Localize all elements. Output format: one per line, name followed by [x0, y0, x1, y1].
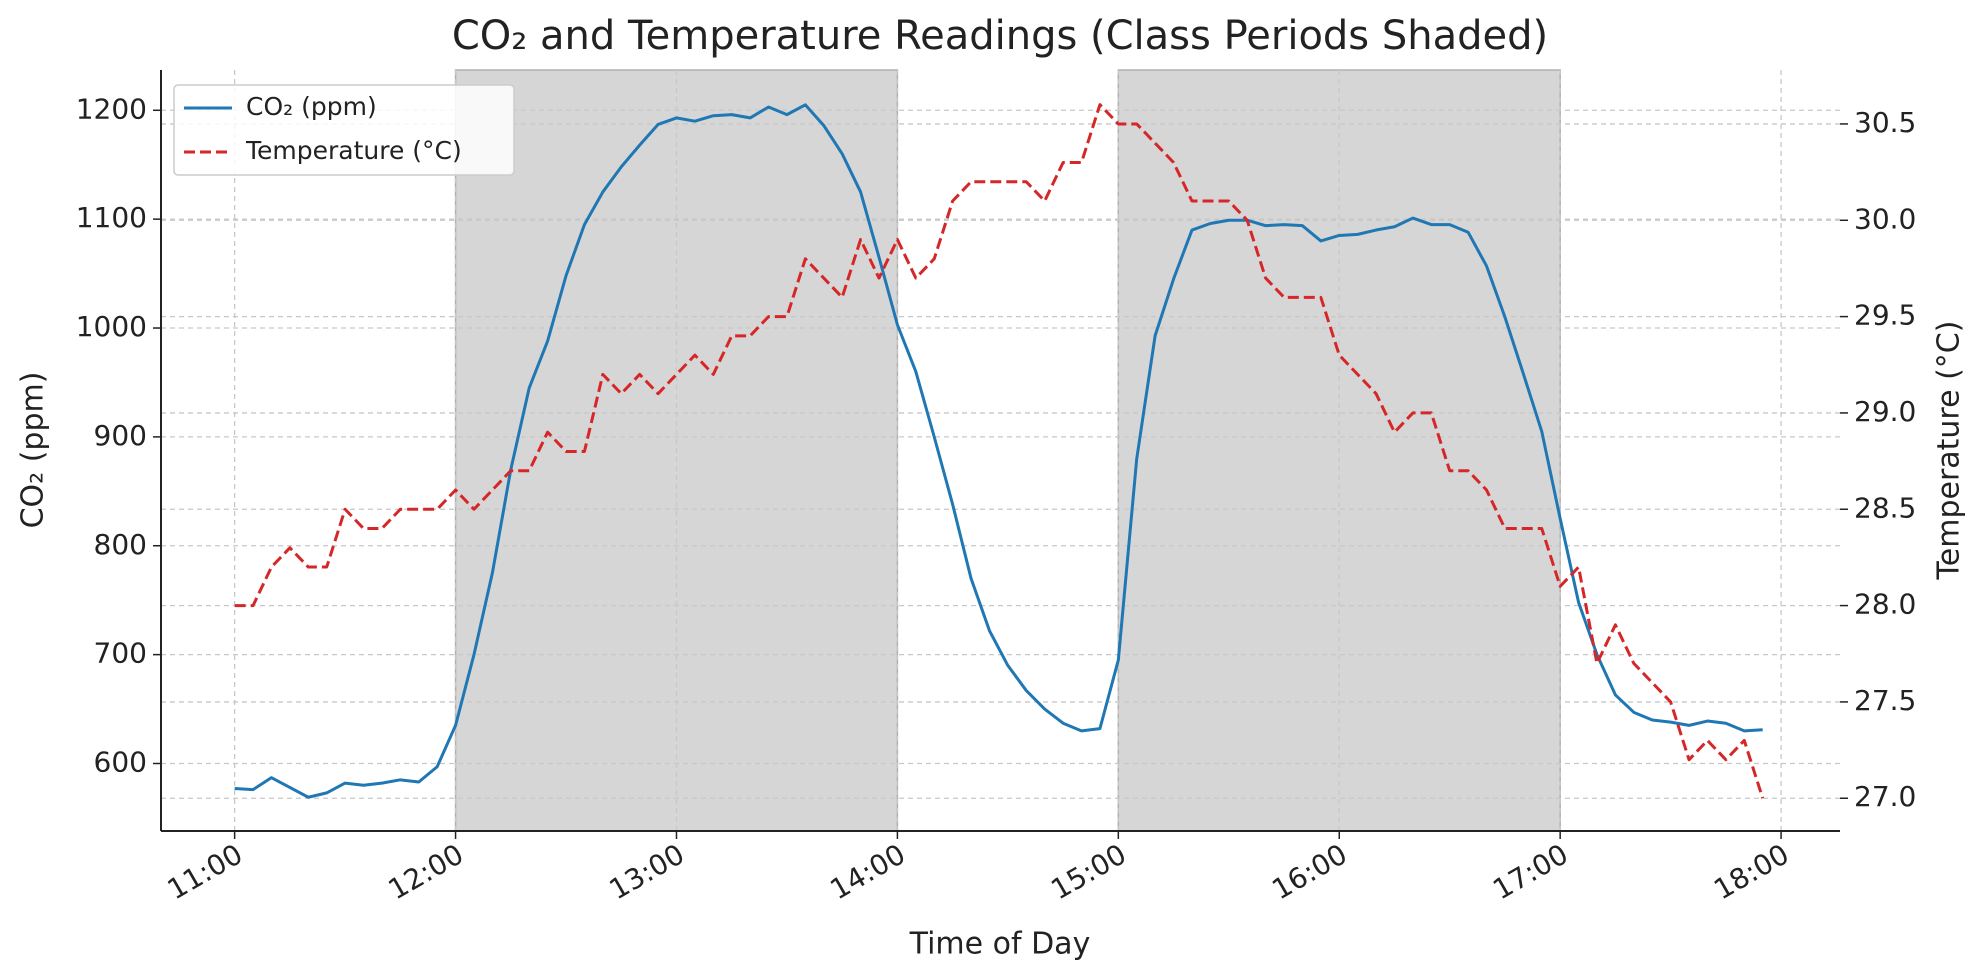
y-tick-label: 1000: [76, 310, 147, 343]
y-tick-label: 700: [94, 637, 147, 670]
x-axis-label: Time of Day: [909, 927, 1091, 962]
y2-tick-label: 27.0: [1854, 780, 1916, 813]
y-tick-label: 800: [94, 528, 147, 561]
y2-tick-label: 30.5: [1854, 106, 1916, 139]
x-tick-label: 11:00: [162, 837, 248, 906]
x-tick-label: 13:00: [604, 837, 690, 906]
y-tick-label: 900: [94, 419, 147, 452]
x-tick-label: 12:00: [383, 837, 469, 906]
y-tick-label: 600: [94, 746, 147, 779]
y2-tick-label: 29.0: [1854, 395, 1916, 428]
data-line: [234, 103, 1765, 799]
y-axis-label: CO₂ (ppm): [16, 372, 51, 529]
y-tick-label: 1200: [76, 92, 147, 125]
y2-axis-label: Temperature (°C): [1932, 321, 1967, 581]
x-tick-label: 15:00: [1045, 837, 1131, 906]
legend-label: CO₂ (ppm): [246, 92, 377, 121]
y2-tick-label: 28.5: [1854, 491, 1916, 524]
x-tick-label: 18:00: [1708, 837, 1794, 906]
y2-tick-label: 29.5: [1854, 299, 1916, 332]
legend-label: Temperature (°C): [245, 136, 462, 165]
data-line: [234, 103, 1763, 799]
y2-tick-label: 30.0: [1854, 202, 1916, 235]
chart-title: CO₂ and Temperature Readings (Class Peri…: [452, 13, 1548, 59]
legend-box: [173, 84, 515, 176]
y-tick-label: 1100: [76, 201, 147, 234]
y2-tick-label: 28.0: [1854, 588, 1916, 621]
x-tick-label: 16:00: [1266, 837, 1352, 906]
x-tick-label: 17:00: [1487, 837, 1573, 906]
y2-tick-label: 27.5: [1854, 684, 1916, 717]
x-tick-label: 14:00: [825, 837, 911, 906]
